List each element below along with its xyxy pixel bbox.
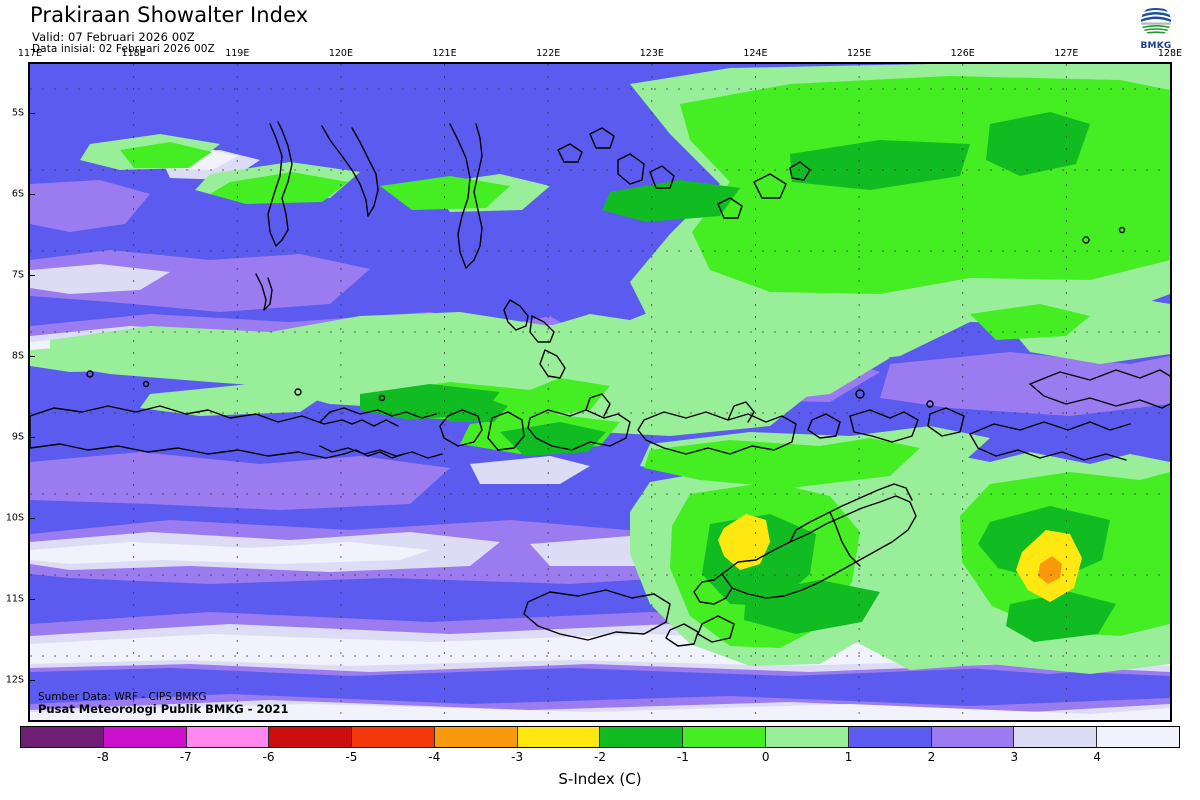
colorbar-axis-label: S-Index (C) — [558, 770, 642, 788]
lat-tickmark-11S — [30, 598, 35, 600]
lon-tick-117E: 117E — [17, 48, 43, 59]
page-title: Prakiraan Showalter Index — [30, 3, 309, 27]
colorbar-tick--1: -1 — [676, 750, 689, 764]
map-credit: Sumber Data: WRF - CIPS BMKG Pusat Meteo… — [38, 691, 288, 716]
lat-tick-11S: 11S — [5, 593, 24, 605]
lat-tickmark-12S — [30, 679, 35, 681]
lat-tickmark-8S — [30, 355, 35, 357]
colorbar-seg-0[interactable] — [766, 727, 849, 747]
bmkg-logo-icon — [1141, 6, 1171, 36]
lat-tick-12S: 12S — [5, 674, 24, 685]
colorbar-seg--1[interactable] — [683, 727, 767, 747]
lon-tick-123E: 123E — [639, 48, 664, 59]
lat-tick-6S: 6S — [11, 188, 24, 200]
showalter-index-contour-map — [30, 64, 1170, 720]
colorbar-tick--2: -2 — [594, 750, 606, 764]
lon-tick-122E: 122E — [536, 48, 561, 59]
colorbar-segments[interactable] — [20, 726, 1180, 748]
colorbar-tick-3: 3 — [1010, 750, 1019, 764]
colorbar-tick--7: -7 — [179, 750, 192, 764]
coastlines — [30, 121, 1170, 647]
lon-tick-124E: 124E — [743, 48, 768, 59]
lat-tick-7S: 7S — [11, 269, 24, 281]
page-header: Prakiraan Showalter Index Valid: 07 Febr… — [0, 0, 1200, 58]
colorbar-seg--9[interactable] — [21, 727, 104, 747]
lat-tick-8S: 8S — [11, 350, 24, 362]
map-plot-area[interactable]: Sumber Data: WRF - CIPS BMKG Pusat Meteo… — [28, 62, 1172, 722]
colorbar-seg--3[interactable] — [517, 727, 601, 747]
credit-publisher: Pusat Meteorologi Publik BMKG - 2021 — [38, 701, 289, 716]
valid-time-label: Valid: 07 Februari 2026 00Z — [32, 30, 195, 44]
colorbar-seg--4[interactable] — [434, 727, 518, 747]
colorbar-tick--3: -3 — [511, 750, 524, 764]
colorbar-seg-2[interactable] — [931, 727, 1015, 747]
contour-band--2to-1 — [360, 112, 1116, 642]
colorbar-seg--2[interactable] — [600, 727, 684, 747]
bmkg-logo-label: BMKG — [1140, 41, 1172, 51]
colorbar-tick-labels: -8 -7 -6 -5 -4 -3 -2 -1 0 1 2 3 4 — [20, 750, 1180, 766]
lat-tick-10S: 10S — [5, 512, 24, 524]
bmkg-logo: BMKG — [1130, 2, 1182, 54]
colorbar-seg-1[interactable] — [848, 727, 932, 747]
lon-tick-118E: 118E — [121, 48, 146, 59]
initial-data-label: Data inisial: 02 Februari 2026 00Z — [32, 43, 215, 55]
lon-tick-121E: 121E — [432, 48, 457, 59]
lon-tick-119E: 119E — [225, 48, 250, 59]
lon-tick-125E: 125E — [847, 48, 872, 59]
colorbar-seg-3[interactable] — [1014, 727, 1098, 747]
lat-tickmark-10S — [30, 517, 35, 519]
colorbar-tick--5: -5 — [345, 750, 358, 764]
lon-tick-120E: 120E — [328, 48, 353, 59]
colorbar[interactable] — [20, 726, 1180, 748]
colorbar-tick-4: 4 — [1093, 750, 1101, 764]
colorbar-tick--8: -8 — [96, 750, 109, 764]
lon-tick-128E: 128E — [1157, 48, 1183, 59]
lat-tickmark-6S — [30, 193, 35, 195]
colorbar-seg--6[interactable] — [269, 727, 353, 747]
colorbar-tick-0: 0 — [761, 750, 770, 764]
lat-tick-5S: 5S — [11, 107, 24, 119]
colorbar-seg--8[interactable] — [103, 727, 187, 747]
lat-tickmark-5S — [30, 112, 35, 114]
colorbar-seg-4[interactable] — [1097, 727, 1179, 747]
lat-tickmark-9S — [30, 436, 35, 438]
colorbar-tick-2: 2 — [927, 750, 936, 764]
contour-band--4to-3 — [1038, 556, 1062, 584]
lon-tick-126E: 126E — [950, 48, 975, 59]
colorbar-seg--7[interactable] — [186, 727, 270, 747]
colorbar-tick--6: -6 — [262, 750, 275, 764]
lat-tick-9S: 9S — [11, 431, 24, 443]
colorbar-tick-1: 1 — [844, 750, 853, 764]
colorbar-seg--5[interactable] — [352, 727, 435, 747]
lat-lon-grid — [30, 64, 1170, 720]
lon-tick-127E: 127E — [1054, 48, 1079, 59]
credit-source: Sumber Data: WRF - CIPS BMKG — [38, 690, 207, 703]
colorbar-tick--4: -4 — [428, 750, 441, 764]
lat-tickmark-7S — [30, 274, 35, 276]
